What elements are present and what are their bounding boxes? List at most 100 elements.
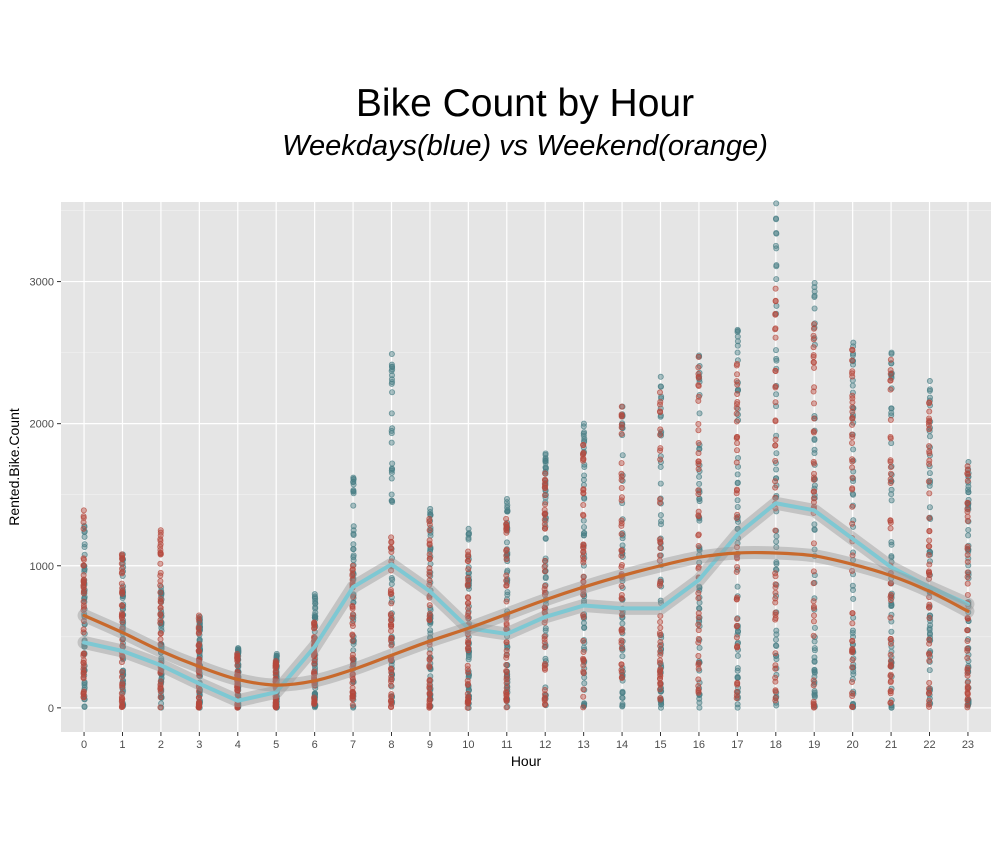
weekend-point [733,554,740,561]
weekday-point [811,624,818,631]
weekend-point [734,680,741,687]
weekend-point [503,615,510,622]
weekend-point [503,661,510,668]
weekend-point [388,567,395,574]
weekend-point [503,684,510,691]
weekend-point [926,408,933,415]
weekend-point [464,681,471,688]
weekend-point [810,325,817,332]
weekend-point [464,594,471,601]
weekend-point [657,409,664,416]
weekend-point [656,552,663,559]
weekday-point [888,409,895,416]
weekend-point [580,704,587,711]
weekend-point [349,637,356,644]
weekend-point [119,552,126,559]
weekend-point [849,464,856,471]
weekend-point [849,347,856,354]
weekend-point [272,695,279,702]
weekend-point [542,470,549,477]
weekend-point [618,667,625,674]
weekend-point [849,392,856,399]
weekend-point [964,543,971,550]
weekend-point [80,618,87,625]
weekend-point [196,698,203,705]
series-lines [77,496,975,708]
weekend-point [80,604,87,611]
x-tick-label: 11 [501,739,512,751]
weekend-point [80,650,87,657]
weekend-point [618,595,625,602]
weekday-point [657,512,664,519]
weekend-point [388,616,395,623]
weekend-point [772,595,779,602]
weekend-point [964,569,971,576]
weekend-point [119,565,126,572]
weekday-point [888,628,895,635]
weekday-point [926,470,933,477]
weekend-point [695,421,702,428]
weekend-point [157,572,164,579]
weekend-point [465,645,472,652]
weekday-point [811,689,818,696]
weekend-point [426,602,433,609]
weekend-point [349,620,356,627]
weekend-point [118,570,125,577]
weekend-point [656,389,663,396]
weekend-point [964,672,971,679]
weekend-point [426,656,433,663]
weekday-point [926,386,933,393]
weekend-point [964,466,971,473]
weekday-point [811,667,818,674]
weekend-point [964,477,971,484]
weekend-point [541,480,548,487]
weekend-point [849,399,856,406]
weekday-point [811,546,818,553]
weekend-point [349,572,356,579]
weekday-point [772,242,779,249]
weekend-point [503,582,510,589]
weekend-point [349,566,356,573]
weekend-point [618,424,625,431]
weekend-point [503,598,510,605]
weekend-point [311,625,318,632]
weekday-point [696,473,703,480]
weekday-point [734,652,741,659]
weekday-point [619,653,626,660]
weekend-point [849,638,856,645]
weekday-point [849,382,856,389]
weekend-point [887,377,894,384]
weekend-point [503,529,510,536]
weekday-point [811,436,818,443]
weekend-point [695,595,702,602]
weekday-point [773,702,780,709]
weekday-point [581,463,588,470]
weekday-point [465,531,472,538]
weekend-point [542,485,549,492]
weekend-point [80,507,87,514]
weekend-point [849,404,856,411]
weekend-point [849,458,856,465]
weekday-point [926,504,933,511]
weekend-point [887,580,894,587]
weekend-point [388,538,395,545]
weekday-point [811,647,818,654]
weekend-point [772,615,779,622]
weekday-point [849,352,856,359]
weekend-point [849,703,856,710]
weekend-point [926,537,933,544]
weekday-point [389,389,396,396]
weekend-point [388,623,395,630]
weekend-point [618,517,625,524]
weekend-point [80,629,87,636]
weekend-point [811,359,818,366]
weekend-point [80,598,87,605]
weekend-point [887,464,894,471]
weekend-point [887,457,894,464]
weekend-point [772,367,779,374]
weekend-point [695,531,702,538]
weekend-point [580,657,587,664]
weekend-point [426,571,433,578]
weekend-point [926,594,933,601]
weekend-point [733,435,740,442]
